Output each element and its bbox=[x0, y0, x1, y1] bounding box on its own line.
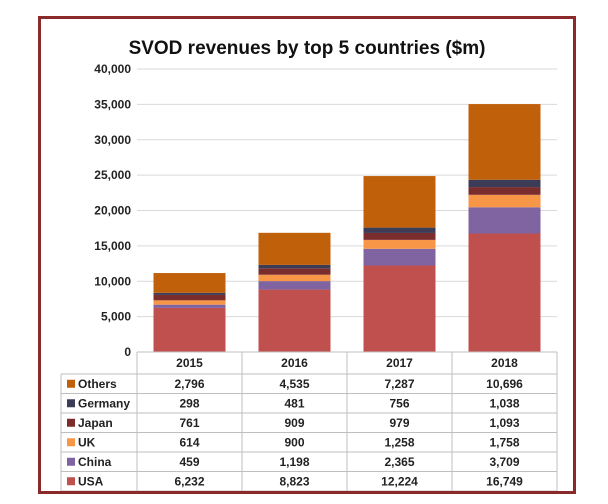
data-table: 2015 2016 2017 2018 Others 2,796 4,535 7,287 10,… bbox=[60, 351, 558, 491]
bar-segment bbox=[468, 207, 541, 234]
data-label: 4,535 bbox=[279, 377, 309, 391]
x-tick-label: 2017 bbox=[386, 356, 413, 370]
data-label: 909 bbox=[284, 416, 304, 430]
chart-frame: SVOD revenues by top 5 countries ($m) 0 5… bbox=[38, 16, 576, 494]
data-label: 614 bbox=[179, 435, 199, 449]
data-label: 2,365 bbox=[384, 455, 414, 469]
bar-segment bbox=[258, 289, 331, 352]
x-tick-label: 2018 bbox=[491, 356, 518, 370]
bar-segment bbox=[258, 264, 331, 269]
bar-segment bbox=[468, 194, 541, 208]
legend-label: Japan bbox=[78, 416, 113, 430]
bar-segment bbox=[258, 268, 331, 275]
y-tick-label: 20,000 bbox=[94, 204, 131, 218]
data-label: 979 bbox=[389, 416, 409, 430]
y-tick-label: 15,000 bbox=[94, 239, 131, 253]
data-label: 756 bbox=[389, 396, 409, 410]
legend-label: Others bbox=[78, 377, 117, 391]
y-tick-label: 10,000 bbox=[94, 274, 131, 288]
bar-segment bbox=[363, 248, 436, 266]
legend-label: USA bbox=[78, 474, 104, 488]
data-label: 1,758 bbox=[489, 435, 519, 449]
data-label: 3,709 bbox=[489, 455, 519, 469]
bar-segment bbox=[468, 233, 541, 352]
bar-segment bbox=[258, 232, 331, 265]
bar-segment bbox=[153, 273, 226, 293]
bar-segment bbox=[363, 227, 436, 233]
legend-label: UK bbox=[78, 435, 96, 449]
data-label: 481 bbox=[284, 396, 304, 410]
bar-segment bbox=[258, 281, 331, 290]
data-label: 1,258 bbox=[384, 435, 414, 449]
data-label: 459 bbox=[179, 455, 199, 469]
legend-swatch bbox=[67, 418, 75, 427]
bar-segment bbox=[363, 239, 436, 249]
chart-title: SVOD revenues by top 5 countries ($m) bbox=[129, 38, 486, 59]
bar-segment bbox=[468, 179, 541, 188]
x-tick-label: 2015 bbox=[176, 356, 203, 370]
bar-segment bbox=[153, 300, 226, 305]
data-label: 1,038 bbox=[489, 396, 519, 410]
bar-segment bbox=[468, 187, 541, 195]
data-label: 6,232 bbox=[174, 474, 204, 488]
data-label: 1,093 bbox=[489, 416, 519, 430]
data-label: 900 bbox=[284, 435, 304, 449]
legend-swatch bbox=[67, 438, 75, 447]
y-tick-label: 40,000 bbox=[94, 62, 131, 76]
data-label: 7,287 bbox=[384, 377, 414, 391]
bar-segment bbox=[363, 265, 436, 352]
data-label: 16,749 bbox=[486, 474, 523, 488]
data-label: 298 bbox=[179, 396, 199, 410]
y-tick-label: 5,000 bbox=[101, 310, 131, 324]
legend-label: China bbox=[78, 455, 112, 469]
data-label: 2,796 bbox=[174, 377, 204, 391]
bar-segment bbox=[153, 304, 226, 308]
data-label: 8,823 bbox=[279, 474, 309, 488]
bar-segment bbox=[363, 232, 436, 240]
legend-label: Germany bbox=[78, 396, 130, 410]
bar-segment bbox=[363, 176, 436, 228]
bar-segment bbox=[153, 294, 226, 301]
legend-swatch bbox=[67, 477, 75, 486]
chart: SVOD revenues by top 5 countries ($m) 0 5… bbox=[60, 38, 558, 491]
legend-swatch bbox=[67, 379, 75, 388]
y-tick-label: 0 bbox=[124, 345, 131, 359]
bar-segment bbox=[153, 292, 226, 295]
data-label: 761 bbox=[179, 416, 199, 430]
data-label: 10,696 bbox=[486, 377, 523, 391]
y-tick-label: 35,000 bbox=[94, 97, 131, 111]
legend-swatch bbox=[67, 457, 75, 466]
y-tick-label: 25,000 bbox=[94, 168, 131, 182]
legend-swatch bbox=[67, 399, 75, 408]
bar-segment bbox=[258, 274, 331, 282]
y-tick-label: 30,000 bbox=[94, 133, 131, 147]
bars bbox=[153, 104, 541, 352]
bar-segment bbox=[153, 307, 226, 352]
data-label: 12,224 bbox=[381, 474, 418, 488]
data-label: 1,198 bbox=[279, 455, 309, 469]
bar-segment bbox=[468, 104, 541, 180]
x-tick-label: 2016 bbox=[281, 356, 308, 370]
y-axis: 0 5,000 10,000 15,000 20,000 25,000 30,000 35,0… bbox=[94, 62, 131, 359]
